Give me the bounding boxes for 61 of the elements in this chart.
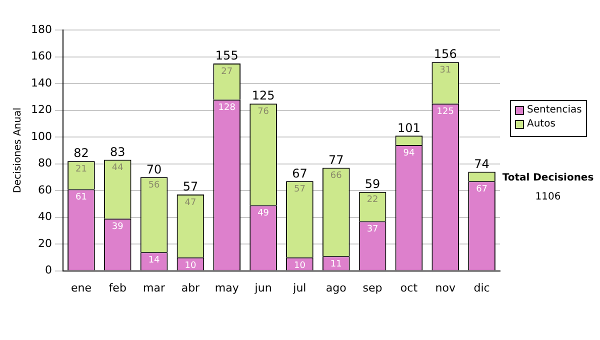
y-tick-label: 140: [30, 76, 52, 90]
text: 1106: [535, 192, 561, 203]
x-tick-label: ene: [70, 281, 92, 294]
legend-label: Sentencias: [527, 104, 582, 116]
data-label: 61: [75, 192, 87, 203]
total-label: 67: [292, 166, 308, 180]
data-label: 37: [366, 224, 378, 235]
y-tick-label: 120: [30, 103, 52, 116]
total-label: 125: [252, 88, 275, 103]
y-tick-label: 100: [30, 130, 52, 143]
data-label: 125: [436, 106, 454, 117]
total-label: 74: [474, 156, 490, 171]
total-label: 156: [434, 47, 457, 62]
total-label: 155: [215, 48, 238, 63]
y-tick-label: 20: [38, 236, 52, 250]
data-label: 94: [403, 148, 415, 158]
x-tick-label: abr: [181, 281, 200, 294]
legend-label: Autos: [527, 118, 556, 130]
data-label: 10: [184, 260, 196, 271]
y-tick-label: 160: [30, 50, 52, 63]
x-tick-label: feb: [108, 281, 126, 294]
data-label: 31: [440, 65, 452, 76]
x-tick-label: nov: [435, 281, 456, 294]
x-tick-label: mar: [143, 281, 166, 294]
total-label: 77: [328, 152, 344, 167]
y-tick-label: 40: [38, 210, 52, 224]
total-label: 83: [110, 144, 126, 159]
total-label: 59: [364, 176, 380, 191]
data-label: 21: [75, 164, 87, 174]
data-label: 57: [294, 184, 306, 195]
x-tick-label: jun: [254, 281, 272, 294]
data-label: 44: [112, 163, 124, 174]
data-label: 39: [112, 222, 124, 232]
data-label: 10: [294, 260, 306, 271]
total-label: 101: [398, 120, 420, 135]
y-axis-title: Decisiones Anual: [12, 108, 24, 194]
x-tick-label: jul: [292, 281, 306, 294]
y-tick-label: 180: [30, 22, 52, 36]
data-label: 56: [148, 180, 160, 190]
y-tick-label: 0: [44, 264, 52, 277]
data-label: 67: [476, 184, 488, 195]
data-label: 49: [258, 208, 270, 219]
data-label: 27: [221, 66, 233, 77]
total-label: 82: [74, 146, 89, 160]
x-tick-label: dic: [474, 281, 490, 294]
y-tick-label: 60: [38, 183, 52, 196]
data-label: 76: [258, 106, 270, 117]
data-label: 128: [218, 102, 236, 113]
x-tick-label: may: [214, 281, 240, 294]
total-label: 70: [146, 162, 162, 176]
data-label: 22: [366, 195, 378, 206]
x-tick-label: oct: [400, 281, 418, 294]
data-label: 11: [330, 259, 342, 270]
data-label: 14: [148, 255, 160, 266]
data-label: 66: [330, 171, 342, 182]
data-label: 47: [184, 198, 196, 208]
x-tick-label: sep: [362, 281, 382, 294]
x-tick-label: ago: [326, 281, 347, 294]
y-tick-label: 80: [38, 156, 52, 170]
text: Total Decisiones: [502, 172, 594, 184]
total-label: 57: [182, 180, 198, 194]
